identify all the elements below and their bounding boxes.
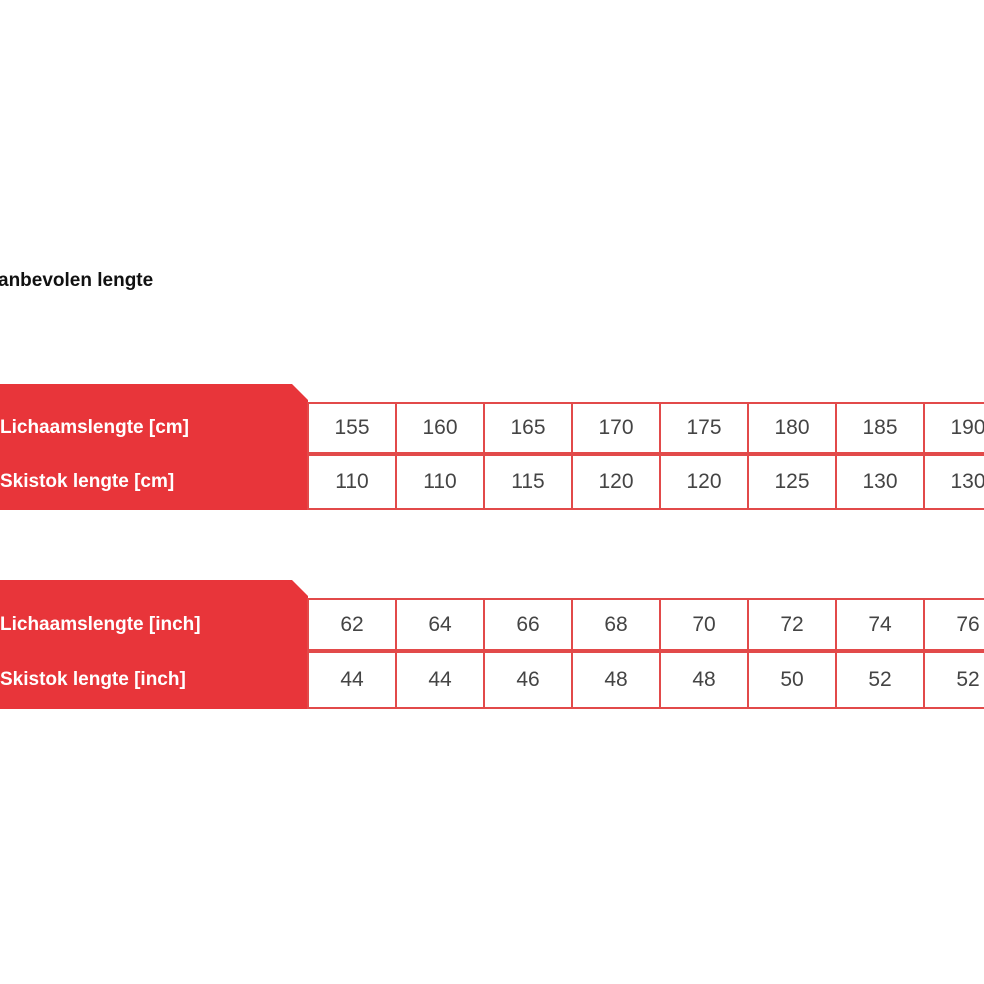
table-cell: 48 xyxy=(659,653,747,707)
table-cell: 155 xyxy=(307,404,395,452)
table-cell: 44 xyxy=(307,653,395,707)
table-cell: 74 xyxy=(835,600,923,649)
row-label: Skistok lengte [cm] xyxy=(0,454,307,510)
table-cell: 68 xyxy=(571,600,659,649)
table-cell: 165 xyxy=(483,404,571,452)
table-cell: 130 xyxy=(923,456,984,508)
table-cell: 48 xyxy=(571,653,659,707)
table-cell: 44 xyxy=(395,653,483,707)
table-cell: 115 xyxy=(483,456,571,508)
table-cell: 70 xyxy=(659,600,747,649)
table-cell: 120 xyxy=(659,456,747,508)
table-row: Lichaamslengte [cm] 155 160 165 170 175 180 185… xyxy=(0,402,984,454)
row-label: Lichaamslengte [inch] xyxy=(0,598,307,651)
table-cell: 125 xyxy=(747,456,835,508)
table-cell: 76 xyxy=(923,600,984,649)
table-cell: 175 xyxy=(659,404,747,452)
row-cells: 44 44 46 48 48 50 52 52 xyxy=(307,651,984,709)
table-cell: 52 xyxy=(835,653,923,707)
table-row: Skistok lengte [cm] 110 110 115 120 120 125 130… xyxy=(0,454,984,510)
table-cell: 72 xyxy=(747,600,835,649)
row-cells: 62 64 66 68 70 72 74 76 xyxy=(307,598,984,651)
table-cell: 50 xyxy=(747,653,835,707)
table-cell: 120 xyxy=(571,456,659,508)
table-cell: 46 xyxy=(483,653,571,707)
table-cell: 66 xyxy=(483,600,571,649)
table-cell: 130 xyxy=(835,456,923,508)
table-cell: 190 xyxy=(923,404,984,452)
page-title: anbevolen lengte xyxy=(0,270,154,291)
table-cell: 52 xyxy=(923,653,984,707)
row-label: Lichaamslengte [cm] xyxy=(0,402,307,454)
row-cells: 110 110 115 120 120 125 130 130 xyxy=(307,454,984,510)
table-cell: 170 xyxy=(571,404,659,452)
table-cell: 160 xyxy=(395,404,483,452)
table-row: Skistok lengte [inch] 44 44 46 48 48 50 52 52 xyxy=(0,651,984,709)
row-label: Skistok lengte [inch] xyxy=(0,651,307,709)
table-cell: 110 xyxy=(307,456,395,508)
table-cell: 62 xyxy=(307,600,395,649)
table-row: Lichaamslengte [inch] 62 64 66 68 70 72 74 76 xyxy=(0,598,984,651)
table-cell: 64 xyxy=(395,600,483,649)
table-cell: 180 xyxy=(747,404,835,452)
row-cells: 155 160 165 170 175 180 185 190 xyxy=(307,402,984,454)
table-cell: 185 xyxy=(835,404,923,452)
table-cell: 110 xyxy=(395,456,483,508)
